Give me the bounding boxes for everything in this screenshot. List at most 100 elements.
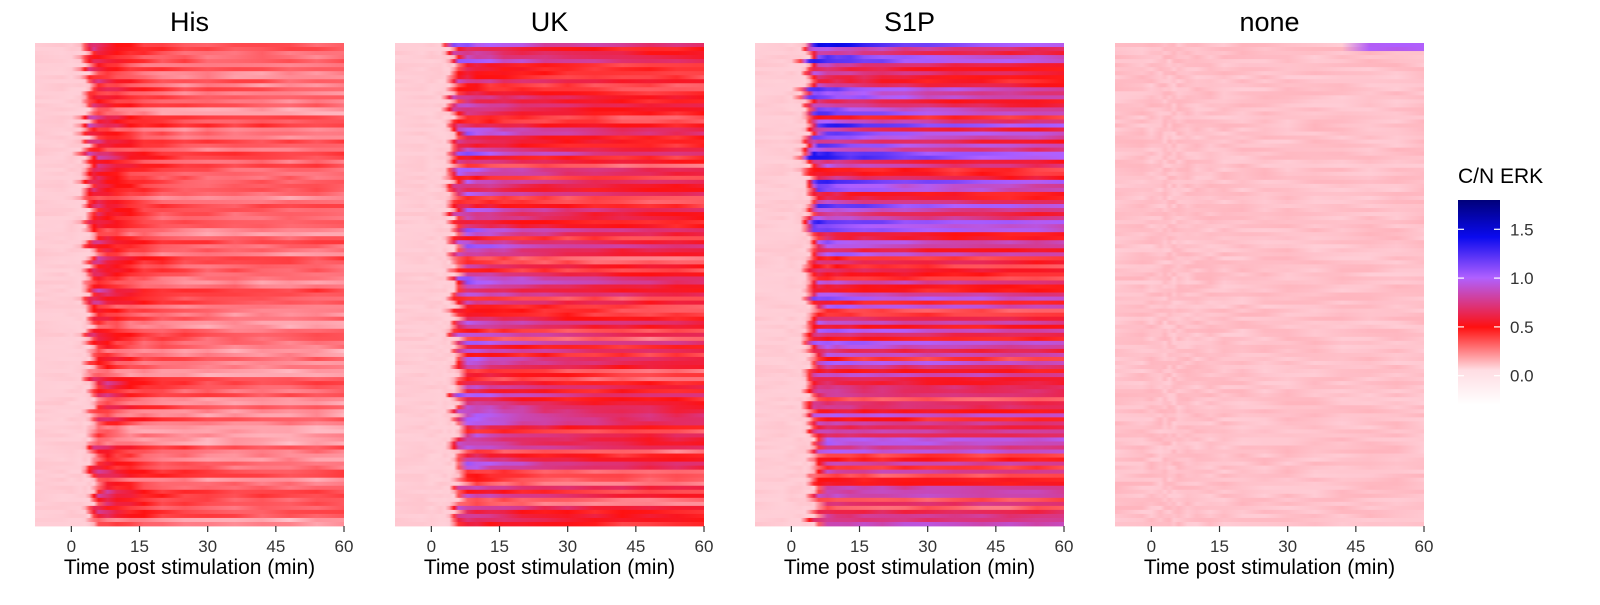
heatmap-row <box>755 248 1064 253</box>
heatmap-row <box>35 240 344 245</box>
heatmap-row <box>755 131 1064 136</box>
heatmap-row <box>755 268 1064 273</box>
x-tick-label: 45 <box>626 537 645 556</box>
heatmap-row <box>1115 111 1424 116</box>
heatmap-row <box>1115 356 1424 362</box>
heatmap-row <box>1115 115 1424 120</box>
heatmap-row <box>755 324 1064 330</box>
heatmap-row <box>35 95 344 100</box>
heatmap-row <box>395 449 704 454</box>
heatmap-row <box>35 461 344 467</box>
heatmap-row <box>1115 397 1424 402</box>
heatmap-row <box>755 236 1064 241</box>
heatmap-row <box>1115 320 1424 326</box>
heatmap-row <box>1115 373 1424 378</box>
heatmap-row <box>395 308 704 314</box>
heatmap-row <box>1115 280 1424 285</box>
heatmap-row <box>395 43 704 48</box>
heatmap-row <box>755 437 1064 442</box>
legend-tick-label: 0.5 <box>1510 318 1534 337</box>
heatmap-row <box>35 505 344 511</box>
heatmap-row <box>395 268 704 273</box>
heatmap-row <box>755 115 1064 120</box>
x-tick-label: 0 <box>787 537 796 556</box>
heatmap-row <box>1115 244 1424 249</box>
heatmap-row <box>395 51 704 56</box>
heatmap-row <box>755 99 1064 104</box>
heatmap-row <box>395 187 704 193</box>
heatmap-row <box>1115 256 1424 261</box>
heatmap-row <box>755 369 1064 374</box>
heatmap-row <box>35 473 344 479</box>
heatmap-row <box>35 485 344 491</box>
heatmap-row <box>395 71 704 76</box>
heatmap-row <box>35 127 344 132</box>
heatmap-row <box>35 111 344 116</box>
heatmap-row <box>1115 381 1424 386</box>
heatmap-row <box>35 433 344 438</box>
heatmap-row <box>755 517 1064 523</box>
heatmap-row <box>755 83 1064 88</box>
heatmap-row <box>35 445 344 450</box>
heatmap-row <box>395 224 704 229</box>
heatmap-row <box>35 220 344 225</box>
heatmap-row <box>35 131 344 136</box>
heatmap-row <box>755 320 1064 326</box>
heatmap-row <box>35 83 344 88</box>
heatmap-row <box>1115 441 1424 446</box>
heatmap-row <box>35 199 344 205</box>
heatmap-row <box>1115 199 1424 205</box>
heatmap-row <box>1115 421 1424 426</box>
heatmap-row <box>755 344 1064 350</box>
heatmap-row <box>35 417 344 422</box>
heatmap-row <box>35 224 344 229</box>
heatmap-row <box>395 199 704 205</box>
heatmap-row <box>395 296 704 302</box>
heatmap-row <box>35 119 344 124</box>
heatmap-row <box>35 509 344 515</box>
heatmap-row <box>395 437 704 442</box>
heatmap-row <box>35 393 344 398</box>
heatmap-row <box>395 433 704 438</box>
x-tick-label: 30 <box>918 537 937 556</box>
heatmap-row <box>35 401 344 406</box>
heatmap-row <box>1115 429 1424 434</box>
heatmap-row <box>35 449 344 454</box>
heatmap-row <box>35 87 344 92</box>
heatmap-row <box>35 59 344 64</box>
heatmap-row <box>395 95 704 100</box>
heatmap-row <box>755 393 1064 398</box>
heatmap-row <box>755 95 1064 100</box>
heatmap-row <box>755 228 1064 233</box>
heatmap-row <box>35 71 344 76</box>
heatmap-row <box>1115 143 1424 149</box>
heatmap-row <box>395 216 704 221</box>
heatmap-row <box>1115 332 1424 338</box>
x-axis-label: Time post stimulation (min) <box>1144 556 1395 579</box>
heatmap-row <box>395 401 704 406</box>
heatmap-row <box>1115 369 1424 374</box>
heatmap-row <box>755 179 1064 185</box>
heatmap-row <box>1115 365 1424 370</box>
heatmap-row <box>35 248 344 253</box>
heatmap-row <box>1115 71 1424 76</box>
heatmap-row <box>395 191 704 197</box>
heatmap-row <box>35 204 344 209</box>
heatmap-row <box>755 216 1064 221</box>
heatmap-row <box>755 256 1064 261</box>
heatmap-row <box>755 260 1064 265</box>
heatmap-row <box>395 244 704 249</box>
heatmap-row <box>395 501 704 507</box>
heatmap-row <box>755 296 1064 302</box>
heatmap-row <box>755 365 1064 370</box>
heatmap-row <box>1115 497 1424 503</box>
heatmap-row <box>35 292 344 297</box>
heatmap-row <box>1115 469 1424 475</box>
x-tick-label: 15 <box>130 537 149 556</box>
heatmap-row <box>1115 127 1424 132</box>
heatmap-row <box>35 316 344 322</box>
heatmap-row <box>395 256 704 261</box>
heatmap-row <box>395 469 704 475</box>
heatmap-row <box>1115 505 1424 511</box>
heatmap-row <box>1115 409 1424 414</box>
